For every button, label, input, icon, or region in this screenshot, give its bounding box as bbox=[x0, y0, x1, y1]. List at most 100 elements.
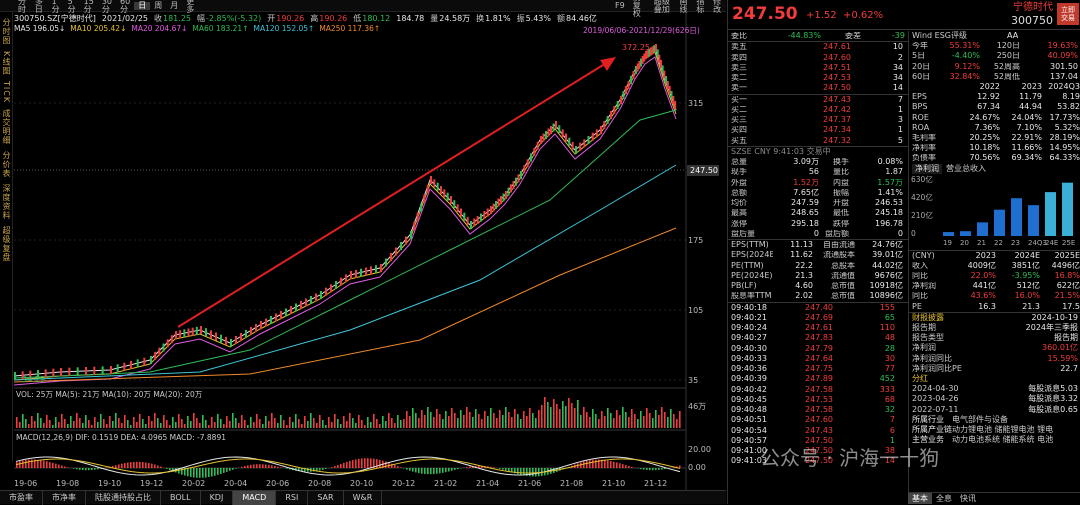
volume-bar bbox=[127, 420, 129, 428]
volume-bar bbox=[448, 416, 450, 428]
candle bbox=[669, 86, 671, 94]
macd-bar bbox=[412, 468, 414, 472]
macd-bar bbox=[679, 466, 681, 468]
stat-row-cell: 7.65亿 bbox=[761, 189, 819, 197]
volume-bar bbox=[607, 408, 609, 428]
volume-bar bbox=[112, 421, 114, 428]
macd-bar bbox=[259, 464, 261, 468]
indicator-tab[interactable]: KDJ bbox=[201, 491, 234, 505]
indicator-tab[interactable]: W&R bbox=[344, 491, 383, 505]
indicator-tab[interactable]: MACD bbox=[233, 491, 276, 505]
candle bbox=[417, 213, 419, 221]
macd-bar bbox=[136, 462, 138, 468]
indicator-tab[interactable]: 市盈率 bbox=[0, 491, 43, 505]
candle bbox=[385, 259, 387, 267]
volume-bar bbox=[34, 421, 36, 428]
profit-axis-label: 0 bbox=[911, 229, 916, 238]
sell-row-cell: 卖五 bbox=[731, 43, 761, 51]
volume-bar bbox=[253, 422, 255, 428]
candle bbox=[275, 314, 277, 322]
perf-row-cell: 32.84% bbox=[938, 73, 980, 81]
candle bbox=[179, 330, 181, 338]
report-row-value: 360.01亿 bbox=[992, 344, 1078, 352]
indicator-tab[interactable]: SAR bbox=[308, 491, 343, 505]
volume-bar bbox=[19, 422, 21, 428]
indicator-tab[interactable]: BOLL bbox=[161, 491, 201, 505]
forecast-row-cell: 4009亿 bbox=[952, 262, 996, 270]
profit-bar bbox=[1011, 198, 1022, 236]
candle bbox=[568, 138, 570, 146]
indicator-tab[interactable]: 市净率 bbox=[43, 491, 86, 505]
right-tab[interactable]: 全息 bbox=[932, 493, 956, 504]
macd-bar bbox=[520, 468, 522, 475]
report-row-key: 报告期 bbox=[912, 324, 992, 332]
volume-bar bbox=[211, 417, 213, 428]
macd-bar bbox=[502, 468, 504, 470]
macd-bar bbox=[64, 466, 66, 468]
volume-bar bbox=[547, 402, 549, 428]
macd-bar bbox=[148, 463, 150, 468]
macd-bar bbox=[586, 461, 588, 468]
right-tab[interactable]: 基本 bbox=[908, 493, 932, 504]
finance-row-cell: 24.67% bbox=[958, 114, 1000, 122]
volume-bar bbox=[628, 417, 630, 428]
report-row-key: 净利润 bbox=[912, 344, 992, 352]
volume-bar bbox=[271, 413, 273, 428]
macd-bar bbox=[214, 468, 216, 476]
right-tab[interactable]: 快讯 bbox=[956, 493, 980, 504]
volume-bar bbox=[631, 409, 633, 428]
indicator-tab[interactable]: RSI bbox=[276, 491, 308, 505]
indicator-tab[interactable]: 陆股通持股占比 bbox=[86, 491, 161, 505]
fin-row-cell: EPS(TTM) bbox=[731, 241, 773, 249]
sell-row-cell: 10 bbox=[851, 43, 903, 51]
profit-tab[interactable]: 营业总收入 bbox=[946, 165, 986, 173]
perf-row-cell: 137.04 bbox=[1020, 73, 1078, 81]
macd-bar bbox=[121, 464, 123, 468]
profit-tab[interactable]: 净利润 bbox=[912, 164, 942, 174]
macd-bar bbox=[61, 466, 63, 468]
trade-button[interactable]: 立即交易 bbox=[1057, 3, 1079, 25]
volume-bar bbox=[199, 423, 201, 428]
volume-bar bbox=[223, 424, 225, 428]
macd-bar bbox=[433, 468, 435, 474]
volume-bar bbox=[145, 424, 147, 428]
report-row: 报告类型报告期 bbox=[909, 333, 1080, 343]
candle bbox=[45, 369, 47, 377]
candle bbox=[305, 299, 307, 307]
stat-row-cell: 1.87 bbox=[849, 168, 903, 176]
finance-row-cell: 22.91% bbox=[1000, 134, 1042, 142]
volume-bar bbox=[556, 404, 558, 428]
candle bbox=[405, 237, 407, 245]
volume-bar bbox=[541, 405, 543, 428]
macd-bar bbox=[106, 467, 108, 468]
macd-bar bbox=[58, 465, 60, 468]
volume-bar bbox=[490, 408, 492, 428]
finance-row-cell: 净利率 bbox=[912, 144, 958, 152]
x-axis-label: 21-02 bbox=[434, 479, 457, 488]
candle bbox=[483, 211, 485, 219]
volume-bar bbox=[67, 424, 69, 428]
kline-chart[interactable]: 2019/06/06-2021/12/29(626日)3151751053524… bbox=[0, 0, 726, 504]
forecast-row-cell: 16.0% bbox=[996, 292, 1040, 300]
stat-row-cell: 247.59 bbox=[761, 199, 819, 207]
macd-bar bbox=[142, 462, 144, 468]
stat-row-cell: 1.52万 bbox=[761, 179, 819, 187]
sell-row-cell: 247.50 bbox=[761, 84, 851, 92]
volume-bar bbox=[625, 412, 627, 428]
tick-row-cell: 77 bbox=[833, 365, 895, 373]
candle bbox=[490, 206, 492, 214]
buy-row-cell: 1 bbox=[851, 106, 903, 114]
profit-x-label: 20 bbox=[960, 239, 969, 247]
volume-bar bbox=[406, 411, 408, 428]
